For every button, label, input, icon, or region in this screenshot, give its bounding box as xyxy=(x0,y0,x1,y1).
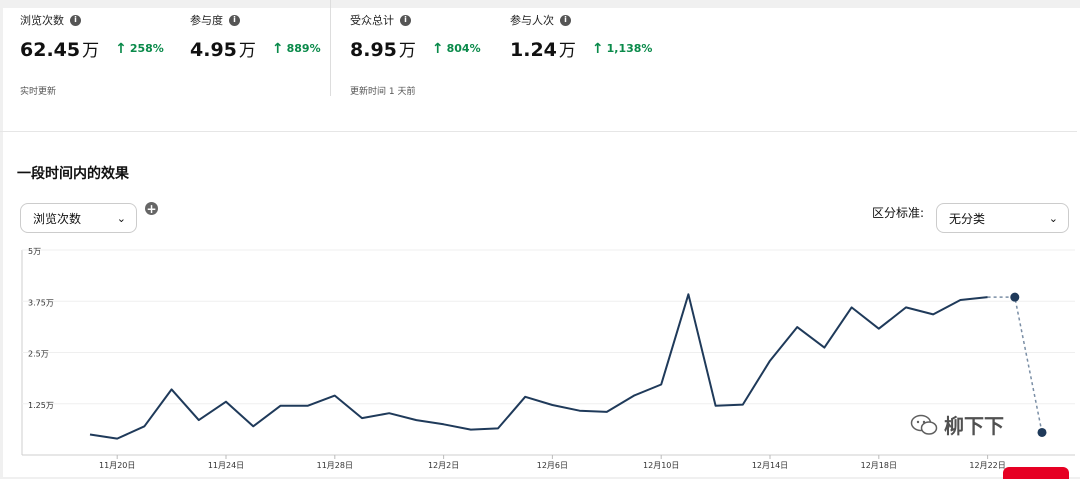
x-tick-label: 12月6日 xyxy=(537,461,568,470)
stat-label: 参与人次 xyxy=(510,14,554,27)
chevron-down-icon: ⌄ xyxy=(116,211,126,225)
segment-select-value: 无分类 xyxy=(949,211,986,226)
stat-label: 受众总计 xyxy=(350,14,394,27)
x-tick-label: 12月2日 xyxy=(428,461,459,470)
arrow-up-icon: ↑ xyxy=(431,40,444,57)
metric-select-value: 浏览次数 xyxy=(33,211,82,226)
section-title: 一段时间内的效果 xyxy=(17,166,129,182)
info-icon[interactable]: i xyxy=(400,14,411,26)
stat-value: 4.95 万 xyxy=(190,39,256,61)
segment-select[interactable]: 无分类 ⌄ xyxy=(936,203,1069,233)
chevron-down-icon: ⌄ xyxy=(1048,211,1058,225)
stat-value: 62.45 万 xyxy=(20,39,100,61)
y-tick-label: 2.5万 xyxy=(28,350,49,359)
arrow-up-icon: ↑ xyxy=(115,40,127,57)
stat-views: 浏览次数 i 62.45 万 ↑ 258% xyxy=(20,12,164,61)
x-tick-label: 12月10日 xyxy=(643,461,679,470)
x-tick-label: 12月18日 xyxy=(861,461,897,470)
arrow-up-icon: ↑ xyxy=(591,40,604,57)
stat-change: ↑ 889% xyxy=(271,40,321,57)
stat-change: ↑ 1,138% xyxy=(591,40,653,57)
x-tick-label: 11月28日 xyxy=(317,461,353,470)
stat-value: 8.95 万 xyxy=(350,39,416,61)
projection-point xyxy=(1010,292,1020,302)
y-tick-label: 1.25万 xyxy=(28,401,54,410)
stat-value: 1.24 万 xyxy=(510,39,576,61)
projection-point xyxy=(1037,427,1047,437)
update-note-delayed: 更新时间 1 天前 xyxy=(350,87,416,97)
x-tick-label: 11月20日 xyxy=(99,461,135,470)
wechat-icon xyxy=(910,414,938,435)
watermark: 柳下下 xyxy=(910,410,1004,439)
stat-label: 参与度 xyxy=(190,14,223,27)
info-icon[interactable]: i xyxy=(229,14,240,26)
x-tick-label: 12月22日 xyxy=(969,461,1005,470)
stats-card xyxy=(3,8,1080,477)
stat-audience: 受众总计 i 8.95 万 ↑ 804% xyxy=(350,12,481,61)
stat-engagement: 参与度 i 4.95 万 ↑ 889% xyxy=(190,12,321,61)
stat-label: 浏览次数 xyxy=(20,14,64,27)
stats-divider xyxy=(330,0,331,96)
stat-change: ↑ 804% xyxy=(431,40,481,57)
series-line xyxy=(89,293,988,440)
update-note-realtime: 实时更新 xyxy=(20,87,57,97)
action-button[interactable] xyxy=(1003,467,1069,479)
watermark-text: 柳下下 xyxy=(944,414,1004,438)
stat-change: ↑ 258% xyxy=(115,40,164,57)
metric-select[interactable]: 浏览次数 ⌄ xyxy=(20,203,137,233)
x-tick-label: 12月14日 xyxy=(752,461,788,470)
y-tick-label: 3.75万 xyxy=(28,298,54,307)
segment-label: 区分标准: xyxy=(872,206,925,220)
section-divider xyxy=(0,131,1077,132)
info-icon[interactable]: i xyxy=(560,14,571,26)
add-metric-icon[interactable]: + xyxy=(145,201,158,216)
info-icon[interactable]: i xyxy=(70,14,81,26)
arrow-up-icon: ↑ xyxy=(271,40,284,57)
y-tick-label: 5万 xyxy=(28,247,41,256)
x-tick-label: 11月24日 xyxy=(208,461,244,470)
stat-participants: 参与人次 i 1.24 万 ↑ 1,138% xyxy=(510,12,652,61)
